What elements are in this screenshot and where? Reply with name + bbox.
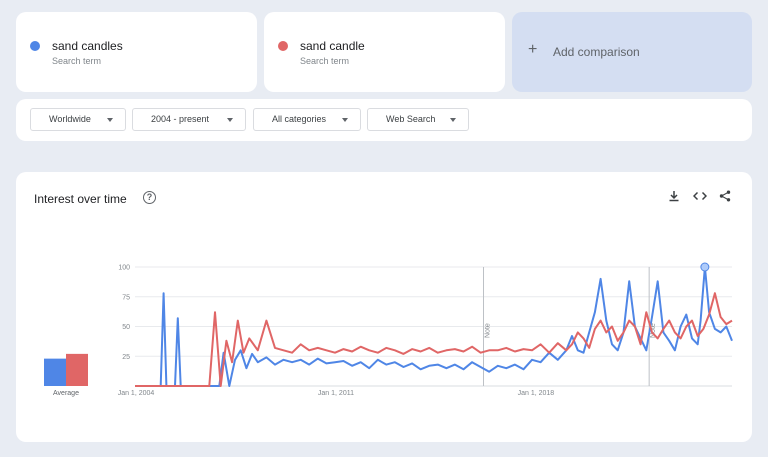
add-comparison-button[interactable]: + Add comparison xyxy=(512,12,752,92)
chevron-down-icon xyxy=(107,118,113,122)
chart-ticks: 100 75 50 25 Jan 1, 2004 Jan 1, 2011 Jan 1, 20… xyxy=(118,265,555,398)
y-tick-label: 25 xyxy=(122,354,130,361)
chevron-down-icon xyxy=(342,118,348,122)
x-tick-label: Jan 1, 2004 xyxy=(118,390,155,397)
download-icon[interactable] xyxy=(666,190,682,206)
search-term-name[interactable]: sand candle xyxy=(300,39,365,53)
add-comparison-label: Add comparison xyxy=(553,45,640,59)
chart-series xyxy=(135,262,733,387)
chart-notes: Note Note xyxy=(482,267,657,386)
chevron-down-icon xyxy=(227,118,233,122)
search-term-card-1[interactable]: sand candles Search term xyxy=(16,12,257,92)
time-range-filter-dropdown[interactable]: 2004 - present xyxy=(132,108,246,131)
chevron-down-icon xyxy=(450,118,456,122)
share-icon[interactable] xyxy=(717,190,733,206)
note-label: Note xyxy=(650,323,657,338)
series-line-1 xyxy=(135,266,733,387)
blue-dot-icon xyxy=(30,41,40,51)
x-tick-label: Jan 1, 2018 xyxy=(518,390,555,397)
search-term-name[interactable]: sand candles xyxy=(52,39,123,53)
search-type-filter-dropdown[interactable]: Web Search xyxy=(367,108,469,131)
average-bar-2 xyxy=(66,353,88,386)
filter-bar: Worldwide 2004 - present All categories … xyxy=(16,99,752,141)
y-tick-label: 100 xyxy=(118,265,130,272)
region-filter-label: Worldwide xyxy=(49,114,91,124)
interest-over-time-card: Interest over time ? Average Note Note 10… xyxy=(16,172,752,442)
peak-marker xyxy=(700,262,710,272)
search-term-subtitle: Search term xyxy=(300,56,350,66)
x-tick-label: Jan 1, 2011 xyxy=(318,390,354,397)
average-label: Average xyxy=(53,390,79,397)
series-line-2 xyxy=(135,292,733,387)
y-tick-label: 50 xyxy=(122,324,130,331)
help-circle-icon[interactable]: ? xyxy=(143,191,156,204)
y-tick-label: 75 xyxy=(122,294,130,301)
chart-title: Interest over time xyxy=(34,192,127,206)
category-filter-label: All categories xyxy=(272,114,327,124)
embed-code-icon[interactable] xyxy=(692,190,708,206)
red-dot-icon xyxy=(278,41,288,51)
search-type-filter-label: Web Search xyxy=(386,114,436,124)
plus-icon: + xyxy=(528,41,538,58)
interest-over-time-chart: Average Note Note 100 75 50 25 Jan 1, 2004 Jan… xyxy=(44,262,733,398)
average-bar-1 xyxy=(44,358,66,386)
time-range-filter-label: 2004 - present xyxy=(151,114,210,124)
search-term-subtitle: Search term xyxy=(52,56,102,66)
average-bars xyxy=(44,353,88,386)
category-filter-dropdown[interactable]: All categories xyxy=(253,108,361,131)
note-label: Note xyxy=(484,323,491,338)
chart-gridlines xyxy=(135,266,732,387)
region-filter-dropdown[interactable]: Worldwide xyxy=(30,108,126,131)
search-term-card-2[interactable]: sand candle Search term xyxy=(264,12,505,92)
